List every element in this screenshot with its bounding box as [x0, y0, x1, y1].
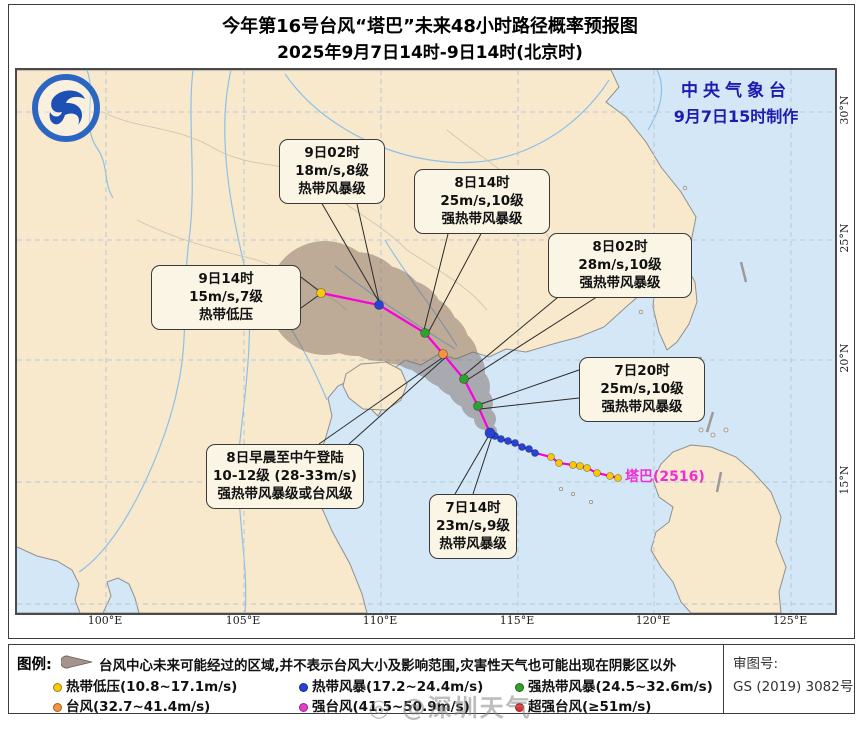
map-canvas: [17, 70, 835, 613]
track-point-ts: [374, 300, 384, 310]
river: [224, 70, 251, 613]
track-point-ts: [484, 427, 496, 439]
legend-item-ts: 热带风暴(17.2~24.4m/s): [299, 675, 483, 695]
track-point-td: [583, 464, 591, 472]
river: [384, 239, 458, 347]
forecast-callout-8d14: 8日14时 25m/s,10级 强热带风暴级: [414, 169, 550, 234]
lon-label-125e: 125°E: [772, 614, 808, 627]
figure-title: 今年第16号台风“塔巴”未来48小时路径概率预报图: [222, 16, 638, 37]
ts-dot-icon: [299, 683, 308, 692]
typhoon-track: [316, 288, 622, 482]
lon-label-120e: 120°E: [635, 614, 671, 627]
track-point-td: [576, 462, 584, 470]
forecast-probability-cone: [268, 241, 497, 437]
track-point-ts: [504, 437, 512, 445]
track-point-ts: [511, 439, 519, 447]
cone-icon: [61, 655, 93, 669]
islet: [589, 499, 594, 504]
forecast-callout-9d02: 9日02时 18m/s,8级 热带风暴级: [279, 139, 385, 204]
lon-label-105e: 105°E: [225, 614, 261, 627]
cma-logo-icon: [32, 74, 100, 142]
luzon-island: [650, 444, 787, 613]
agency-credit: 中央气象台 9月7日15时制作: [628, 76, 844, 127]
track-point-sts: [459, 374, 469, 384]
track-point-sts: [420, 328, 430, 338]
track-point-ts: [525, 445, 533, 453]
watermark-logo-icon: ◎: [368, 694, 392, 722]
legend-key-label: 图例:: [17, 657, 52, 673]
track-point-td: [547, 453, 555, 461]
islet: [723, 427, 729, 433]
legend-divider: [723, 645, 724, 713]
legend-item-td: 热带低压(10.8~17.1m/s): [53, 675, 237, 695]
legend-item-sty: 强台风(41.5~50.9m/s): [299, 695, 470, 715]
map-review-number: 审图号: GS (2019) 3082号: [733, 656, 854, 695]
td-dot-icon: [53, 683, 62, 692]
current-position-callout-7d14: 7日14时 23m/s,9级 热带风暴级: [429, 494, 517, 559]
forecast-map: 9日02时 18m/s,8级 热带风暴级 8日14时 25m/s,10级 强热带…: [15, 68, 837, 615]
super-ty-dot-icon: [515, 703, 524, 712]
agency-issue-time: 9月7日15时制作: [673, 107, 799, 126]
legend-item-super: 超强台风(≥51m/s): [515, 695, 651, 715]
track-point-td: [569, 461, 577, 469]
track-point-ty: [438, 349, 448, 359]
track-point-td: [555, 459, 563, 467]
islet: [638, 309, 644, 315]
gulf-of-thailand: [17, 546, 81, 613]
figure-subtitle: 2025年9月7日14时-9日14时(北京时): [277, 43, 583, 63]
province-border: [406, 249, 488, 311]
landfall-callout: 8日早晨至中午登陆 10-12级 (28-33m/s) 强热带风暴级或台风级: [206, 444, 364, 509]
river: [647, 70, 663, 131]
forecast-callout-7d20: 7日20时 25m/s,10级 强热带风暴级: [579, 357, 705, 422]
track-point-td: [593, 469, 601, 477]
sty-dot-icon: [299, 703, 308, 712]
track-point-ts: [497, 435, 505, 443]
islet: [571, 491, 576, 496]
forecast-callout-9d14: 9日14时 15m/s,7级 热带低压: [151, 265, 301, 330]
track-point-td: [606, 472, 614, 480]
track-point-td: [614, 474, 622, 482]
track-point-sts: [473, 401, 483, 411]
ty-dot-icon: [53, 703, 62, 712]
graticule: [17, 70, 835, 613]
islet: [682, 185, 688, 191]
watermark: ◎ @深圳天气: [368, 694, 532, 722]
lat-label-15n: 15°N: [838, 465, 851, 495]
lon-label-110e: 110°E: [362, 614, 398, 627]
sts-dot-icon: [515, 683, 524, 692]
river: [334, 265, 456, 350]
lon-label-100e: 100°E: [87, 614, 123, 627]
forecast-callout-8d02: 8日02时 28m/s,10级 强热带风暴级: [548, 233, 692, 298]
cone-legend-note: 台风中心未来可能经过的区域,并不表示台风大小及影响范围,灾害性天气也可能出现在阴…: [99, 658, 677, 674]
legend-item-ty: 台风(32.7~41.4m/s): [53, 695, 210, 715]
legend-item-sts: 强热带风暴(24.5~32.6m/s): [515, 675, 713, 695]
lat-label-20n: 20°N: [838, 343, 851, 373]
lat-label-25n: 25°N: [838, 223, 851, 253]
track-point-ts: [531, 449, 539, 457]
callout-pointers: [300, 194, 604, 495]
storm-name-label: 塔巴(2516): [625, 469, 705, 485]
lon-label-115e: 115°E: [499, 614, 535, 627]
river: [284, 73, 610, 164]
hainan-island: [342, 361, 408, 411]
province-border: [136, 219, 348, 311]
legend-panel: 图例: 台风中心未来可能经过的区域,并不表示台风大小及影响范围,灾害性天气也可能…: [8, 644, 855, 715]
track-point-td: [316, 288, 326, 298]
agency-name: 中央气象台: [681, 81, 791, 101]
islet: [698, 427, 704, 433]
track-point-ts: [518, 443, 526, 451]
islet: [559, 486, 564, 491]
islet: [710, 432, 716, 438]
